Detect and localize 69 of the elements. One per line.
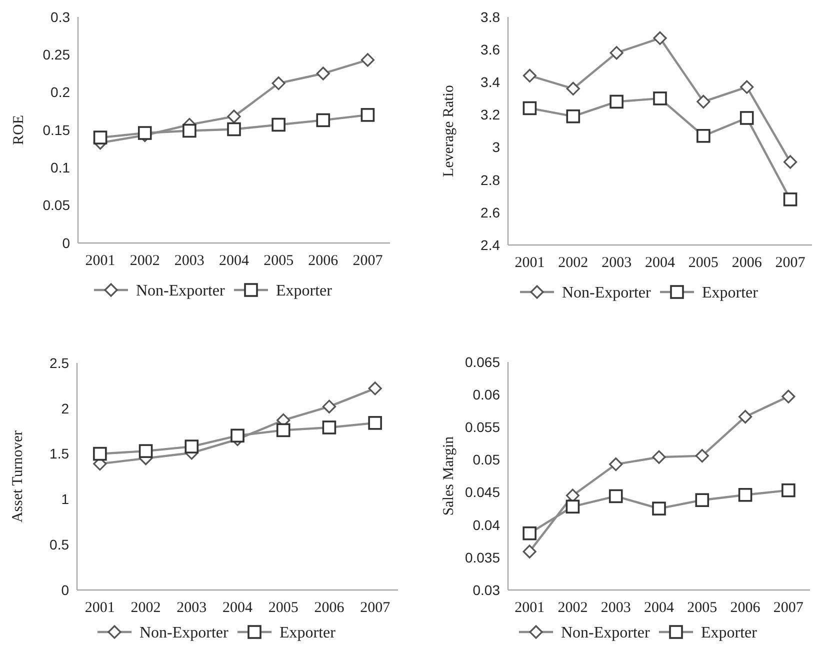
x-tick-label: 2001	[84, 600, 115, 616]
y-tick-label: 0.2	[50, 84, 70, 100]
y-axis-title: ROE	[11, 115, 27, 145]
y-tick-label: 0.065	[464, 354, 500, 370]
x-tick-label: 2003	[602, 255, 632, 271]
x-tick-label: 2004	[644, 600, 674, 616]
y-tick-label: 0.15	[42, 122, 70, 138]
y-tick-label: 0	[62, 234, 70, 251]
y-tick-label: 0.5	[50, 536, 70, 552]
x-tick-label: 2002	[558, 255, 588, 271]
legend-label: Non-Exporter	[561, 624, 651, 642]
y-tick-label: 0.06	[472, 386, 500, 402]
x-tick-label: 2004	[219, 253, 250, 269]
x-tick-label: 2002	[130, 253, 160, 269]
y-tick-label: 3.6	[480, 41, 500, 58]
x-tick-label: 2006	[308, 253, 339, 269]
y-tick-label: 0.045	[464, 484, 500, 500]
x-tick-label: 2002	[558, 600, 588, 616]
x-tick-label: 2005	[268, 600, 298, 616]
x-tick-label: 2005	[688, 255, 718, 271]
legend-label: Non-Exporter	[140, 624, 230, 642]
x-tick-label: 2006	[730, 600, 761, 616]
y-tick-label: 0.3	[50, 8, 70, 25]
legend-label: Exporter	[280, 624, 336, 642]
y-tick-label: 3.8	[480, 8, 500, 25]
x-tick-label: 2001	[514, 600, 545, 616]
y-tick-label: 0.03	[472, 582, 500, 598]
x-tick-label: 2007	[352, 253, 384, 269]
y-tick-label: 2.5	[50, 354, 70, 371]
y-tick-label: 0.1	[50, 160, 70, 176]
y-axis-title: Sales Margin	[441, 436, 457, 516]
y-tick-label: 2	[61, 400, 70, 416]
y-axis-title: Asset Turnover	[10, 430, 26, 523]
y-tick-label: 3.4	[480, 74, 500, 90]
x-tick-label: 2006	[314, 600, 345, 616]
y-tick-label: 2.4	[480, 236, 500, 253]
y-tick-label: 0.25	[42, 46, 70, 63]
x-tick-label: 2007	[360, 600, 391, 616]
y-tick-label: 0.05	[42, 197, 70, 214]
x-tick-label: 2004	[645, 255, 676, 271]
x-tick-label: 2005	[264, 253, 294, 269]
y-tick-label: 1.5	[50, 446, 70, 462]
y-tick-label: 0.05	[472, 452, 500, 468]
y-tick-label: 0.035	[464, 549, 500, 566]
y-tick-label: 0.055	[464, 419, 500, 436]
legend-label: Non-Exporter	[136, 282, 226, 300]
legend-label: Exporter	[276, 282, 333, 300]
x-tick-label: 2001	[85, 253, 116, 269]
x-tick-label: 2007	[773, 600, 804, 616]
y-tick-label: 2.8	[480, 172, 500, 188]
y-tick-label: 0	[61, 582, 70, 598]
x-tick-label: 2006	[732, 255, 762, 271]
x-tick-label: 2003	[174, 253, 204, 269]
legend-label: Exporter	[702, 284, 759, 302]
x-tick-label: 2002	[130, 600, 161, 616]
y-tick-label: 3.2	[480, 106, 500, 123]
x-tick-label: 2003	[600, 600, 631, 616]
legend-label: Non-Exporter	[562, 284, 652, 302]
y-tick-label: 3	[492, 139, 500, 156]
y-axis-title: Leverage Ratio	[441, 84, 457, 178]
x-tick-label: 2003	[176, 600, 207, 616]
x-tick-label: 2001	[514, 255, 545, 271]
x-tick-label: 2007	[775, 255, 806, 271]
x-tick-label: 2005	[687, 600, 718, 616]
legend-label: Exporter	[701, 624, 758, 642]
y-tick-label: 0.04	[472, 516, 500, 533]
x-tick-label: 2004	[222, 600, 253, 616]
y-tick-label: 1	[61, 491, 70, 508]
y-tick-label: 2.6	[480, 204, 500, 220]
